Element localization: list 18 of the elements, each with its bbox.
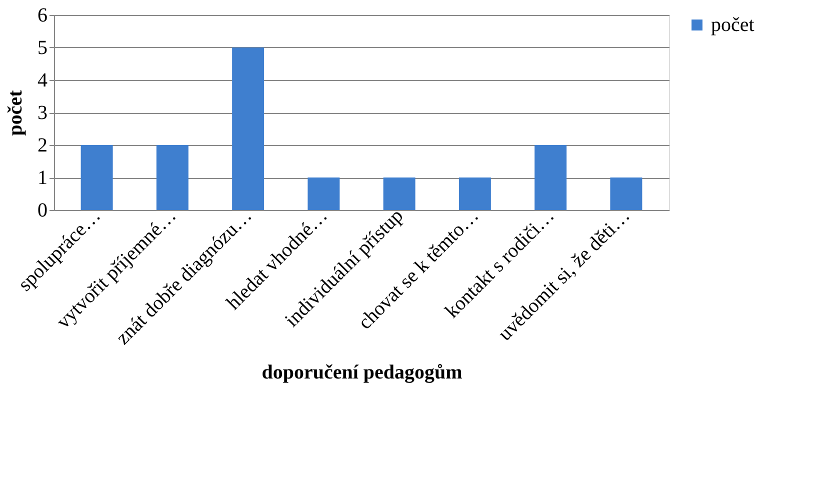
y-tick-label: 3	[38, 102, 48, 124]
y-tick-label: 1	[38, 167, 48, 189]
bar	[80, 145, 113, 210]
y-tick-label: 2	[38, 134, 48, 156]
bar	[610, 178, 642, 210]
bar	[458, 178, 491, 210]
y-tick-label: 5	[38, 37, 48, 59]
legend-label: počet	[711, 14, 755, 36]
y-axis-title: počet	[4, 90, 26, 136]
bar	[156, 145, 188, 210]
bar	[383, 178, 416, 210]
bar	[308, 178, 340, 210]
y-tick-label: 6	[38, 4, 48, 26]
x-axis-title: doporučení pedagogům	[262, 361, 463, 384]
bar	[232, 48, 264, 210]
bar	[534, 145, 567, 210]
y-tick-label: 4	[38, 70, 48, 92]
y-tick-label: 0	[38, 200, 48, 222]
